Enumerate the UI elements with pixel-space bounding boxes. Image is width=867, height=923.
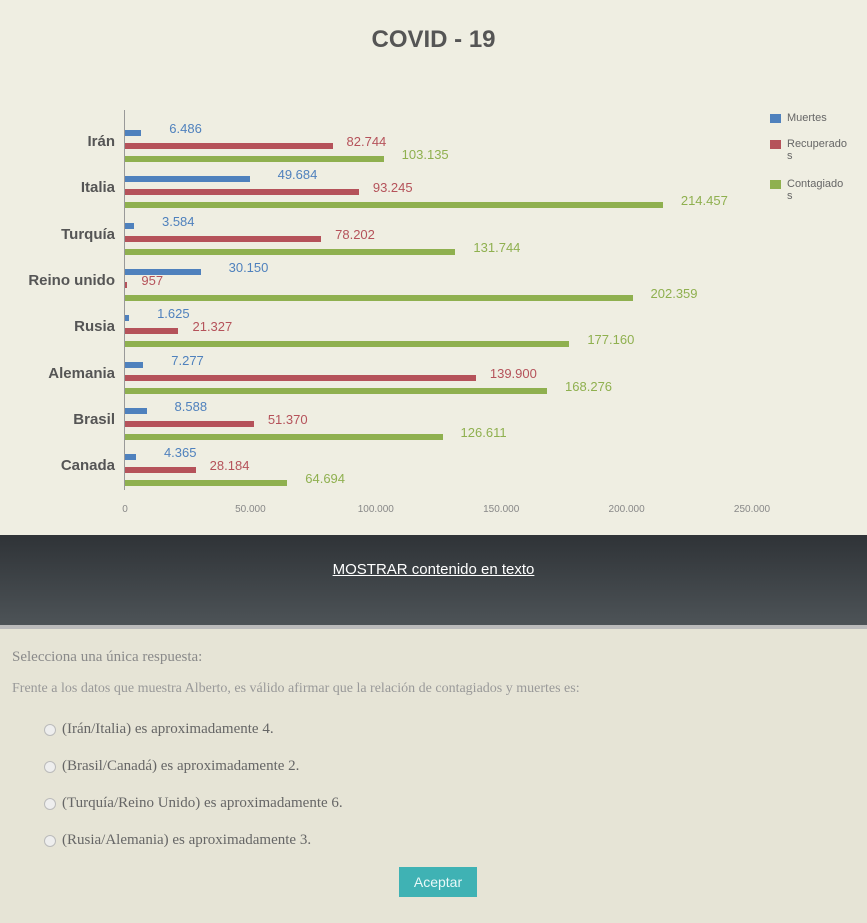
- data-label: 49.684: [277, 167, 318, 183]
- category-label: Italia: [80, 179, 115, 197]
- option-label: (Irán/Italia) es aproximadamente 4.: [62, 721, 274, 737]
- category-label: Canada: [60, 457, 115, 475]
- bar-muertes: [125, 407, 147, 414]
- data-label: 6.486: [169, 121, 202, 136]
- data-label: 131.744: [473, 239, 521, 255]
- bar-recuperados: [125, 143, 333, 149]
- bar-muertes: [125, 222, 134, 229]
- bar-recuperados: [125, 467, 196, 474]
- x-tick-label: 100.000: [357, 504, 394, 515]
- bar-contagiados: [125, 341, 570, 348]
- x-tick-label: 50.000: [235, 504, 266, 515]
- bar-contagiados: [125, 294, 633, 301]
- legend-label: Recuperados: [787, 138, 847, 162]
- radio-button[interactable]: [44, 834, 56, 847]
- bar-muertes: [125, 361, 144, 368]
- legend-label: Contagiados: [787, 178, 844, 202]
- bar-muertes: [125, 176, 250, 183]
- accept-button[interactable]: Aceptar: [399, 867, 477, 897]
- data-label: 202.359: [650, 285, 698, 301]
- bar-recuperados: [125, 420, 254, 427]
- quiz-heading: Selecciona una única respuesta:: [12, 649, 203, 665]
- bar-contagiados: [125, 387, 548, 394]
- data-label: 177.160: [587, 332, 635, 348]
- data-label: 7.277: [171, 352, 204, 368]
- data-label: 93.245: [372, 180, 413, 196]
- x-tick-label: 250.000: [733, 504, 771, 515]
- quiz-question: Frente a los datos que muestra Alberto, …: [12, 681, 580, 696]
- category-label: Alemania: [48, 364, 115, 382]
- bar-muertes: [125, 268, 201, 275]
- legend-contagiados: Contagiados: [770, 178, 860, 202]
- radio-button[interactable]: [44, 797, 56, 810]
- data-label: 21.327: [192, 319, 233, 335]
- data-label: 28.184: [209, 458, 250, 474]
- data-label: 168.276: [565, 378, 613, 394]
- category-label: Rusia: [74, 318, 115, 336]
- bar-contagiados: [125, 480, 288, 487]
- bar-contagiados: [125, 156, 384, 162]
- data-label: 51.370: [267, 411, 308, 427]
- category-label: Turquía: [61, 225, 115, 243]
- option-label: (Turquía/Reino Unido) es aproximadamente…: [62, 795, 343, 811]
- text-toggle-band: MOSTRAR contenido en texto: [0, 535, 867, 625]
- bar-recuperados: [125, 281, 128, 288]
- data-label: 139.900: [489, 365, 537, 381]
- x-tick-label: 150.000: [483, 504, 520, 515]
- show-text-link[interactable]: MOSTRAR contenido en texto: [332, 561, 535, 578]
- x-tick-label: 0: [122, 504, 128, 515]
- category-label: Irán: [87, 133, 115, 150]
- bar-recuperados: [125, 374, 476, 381]
- bar-muertes: [125, 315, 130, 322]
- option-3[interactable]: (Turquía/Reino Unido) es aproximadamente…: [44, 795, 343, 812]
- radio-button[interactable]: [44, 760, 56, 773]
- data-label: 957: [141, 272, 164, 288]
- bar-contagiados: [125, 248, 456, 255]
- option-4[interactable]: (Rusia/Alemania) es aproximadamente 3.: [44, 832, 311, 849]
- bar-contagiados: [125, 202, 663, 209]
- radio-button[interactable]: [44, 723, 56, 736]
- data-label: 8.588: [174, 398, 208, 414]
- data-label: 30.150: [228, 259, 269, 275]
- bar-muertes: [125, 454, 136, 461]
- quiz-panel: Selecciona una única respuesta: Frente a…: [0, 625, 867, 923]
- option-1[interactable]: (Irán/Italia) es aproximadamente 4.: [44, 721, 274, 738]
- bar-recuperados: [125, 189, 359, 196]
- data-label: 64.694: [305, 471, 346, 487]
- x-tick-label: 200.000: [608, 504, 645, 515]
- bar-recuperados: [125, 328, 179, 335]
- data-label: 103.135: [401, 147, 449, 162]
- legend-muertes: Muertes: [770, 112, 860, 124]
- option-label: (Rusia/Alemania) es aproximadamente 3.: [62, 832, 312, 848]
- legend-label: Muertes: [787, 112, 827, 124]
- y-axis-line: [124, 110, 125, 490]
- category-label: Reino unido: [28, 271, 115, 289]
- chart: COVID - 19 Irán 6.486 82.744 103.135 Italia 4…: [28, 26, 860, 515]
- data-label: 126.611: [460, 424, 507, 440]
- option-label: (Brasil/Canadá) es aproximadamente 2.: [62, 758, 300, 774]
- category-label: Brasil: [73, 410, 115, 428]
- data-label: 78.202: [335, 226, 375, 242]
- legend-recuperados: Recuperados: [770, 138, 860, 162]
- data-label: 82.744: [346, 134, 387, 149]
- option-2[interactable]: (Brasil/Canadá) es aproximadamente 2.: [44, 758, 299, 775]
- data-label: 4.365: [163, 445, 197, 461]
- bar-recuperados: [125, 235, 322, 242]
- data-label: 1.625: [157, 306, 190, 322]
- data-label: 3.584: [161, 213, 195, 229]
- bar-contagiados: [125, 433, 443, 440]
- bar-muertes: [125, 130, 142, 136]
- chart-title: COVID - 19: [371, 26, 496, 53]
- data-label: 214.457: [680, 193, 728, 209]
